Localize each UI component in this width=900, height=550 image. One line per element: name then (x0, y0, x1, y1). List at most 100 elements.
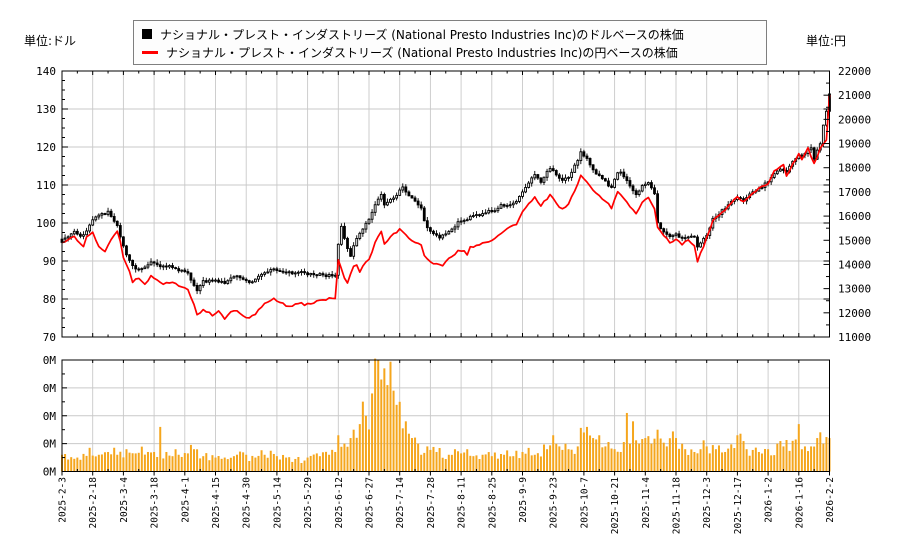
volume-bar (325, 451, 328, 472)
candle (355, 237, 359, 247)
candle (376, 198, 380, 206)
volume-bar (770, 455, 773, 472)
volume-bar (453, 449, 456, 472)
volume-bar (478, 459, 481, 472)
candle (419, 204, 423, 209)
volume-bar (512, 456, 515, 472)
volume-bar (589, 435, 592, 472)
candle (97, 214, 101, 218)
candle (278, 270, 282, 272)
candle (343, 225, 346, 239)
candle (112, 216, 116, 222)
volume-bar (407, 433, 410, 472)
volume-bar (696, 453, 699, 472)
candle (554, 170, 558, 176)
candle (640, 185, 644, 192)
volume-bar (693, 451, 696, 472)
candle (407, 191, 411, 197)
candle (505, 204, 509, 207)
volume-bar (352, 429, 355, 472)
volume-bar (282, 454, 285, 472)
candle (232, 276, 236, 279)
right-axis-tick-label: 16000 (838, 210, 871, 223)
candle (616, 172, 620, 180)
volume-bar (638, 443, 641, 472)
volume-axis-tick-label: 0M (43, 438, 57, 451)
candle (82, 234, 85, 237)
candle (223, 280, 227, 284)
volume-bar (628, 443, 631, 472)
candle (527, 182, 531, 188)
candle (158, 264, 162, 268)
candle (478, 214, 481, 217)
candle (662, 228, 666, 233)
candle (300, 271, 303, 273)
candle (192, 279, 196, 286)
candle (247, 280, 251, 283)
volume-bar (509, 456, 512, 472)
volume-bar (721, 452, 724, 472)
candle (235, 275, 239, 278)
candle (330, 274, 334, 277)
candle (238, 275, 242, 279)
left-axis-labels: 140 130 120 110 100 90 80 70 (36, 65, 56, 344)
candle (686, 236, 690, 239)
x-axis-date-label: 2025-10-21 (610, 477, 621, 534)
volume-bar (205, 453, 208, 472)
volume-bar (549, 445, 552, 472)
candle (490, 209, 494, 213)
candle (585, 155, 589, 159)
volume-bar (825, 437, 828, 472)
candle (66, 236, 70, 239)
volume-bar (819, 432, 822, 472)
volume-bar (318, 456, 321, 472)
volume-bar (564, 443, 567, 472)
volume-bar (272, 453, 275, 472)
candle (318, 273, 322, 276)
candle (588, 157, 592, 166)
volume-bar (278, 459, 281, 472)
candle (186, 271, 190, 274)
volume-bar (736, 435, 739, 472)
volume-bar (472, 456, 475, 472)
volume-bar (711, 445, 714, 472)
volume-bar (592, 438, 595, 472)
candle (600, 175, 604, 180)
candle (508, 204, 512, 207)
candle (226, 280, 230, 284)
candle (576, 160, 580, 166)
candle (551, 168, 555, 171)
candle (422, 207, 426, 222)
volume-bar (232, 456, 235, 472)
volume-bar (438, 448, 441, 472)
volume-bar (647, 436, 650, 472)
volume-bar (662, 442, 665, 472)
candle (373, 204, 377, 213)
candle (760, 187, 764, 190)
volume-bar (334, 451, 337, 472)
volume-bar (100, 454, 103, 472)
volume-bar (165, 451, 168, 472)
volume-bar (371, 393, 374, 472)
volume-bar (392, 390, 395, 472)
candle (121, 236, 125, 247)
volume-bar (395, 404, 398, 472)
volume-bar (757, 451, 760, 472)
x-axis-date-label: 2025-10-7 (579, 477, 590, 528)
candle (281, 270, 285, 273)
volume-bar (183, 453, 186, 472)
candle (665, 231, 669, 235)
candle (143, 266, 147, 270)
volume-bar (730, 444, 733, 472)
candle (195, 285, 199, 292)
left-axis-tick-label: 130 (36, 103, 56, 116)
volume-bar (466, 449, 469, 472)
volume-bar (782, 446, 785, 472)
x-axis-date-label: 2025-12-17 (733, 477, 744, 534)
candle (72, 230, 76, 235)
volume-bar (457, 451, 460, 472)
candle (346, 237, 349, 249)
volume-bar (404, 421, 407, 472)
volume-bar (229, 457, 232, 472)
candle (564, 177, 567, 181)
